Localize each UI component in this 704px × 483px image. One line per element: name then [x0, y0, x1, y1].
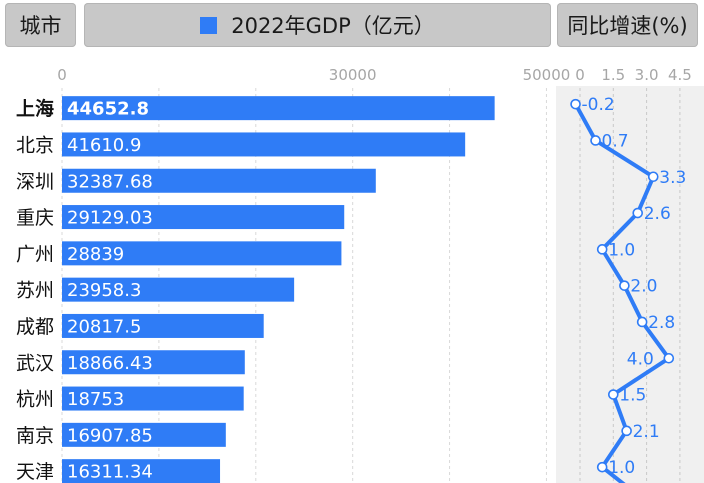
growth-value-label: 2.8 — [648, 313, 675, 333]
gdp-value-label: 16311.34 — [67, 462, 153, 483]
gdp-value-label: 32387.68 — [67, 171, 153, 192]
growth-header-label: 同比增速(%) — [567, 14, 688, 38]
gdp-value-label: 41610.9 — [67, 135, 141, 156]
growth-value-label: 0.7 — [602, 131, 629, 151]
gdp-axis-tick-label: 30000 — [329, 66, 377, 84]
gdp-value-label: 20817.5 — [67, 316, 141, 337]
city-column-header[interactable]: 城市 — [5, 3, 76, 47]
growth-value-label: 1.0 — [608, 458, 635, 478]
gdp-axis-tick-label: 50000 — [523, 66, 571, 84]
city-label: 成都 — [16, 316, 54, 338]
growth-series-line — [573, 102, 671, 483]
gdp-bar — [62, 96, 495, 121]
gdp-bar — [62, 205, 345, 230]
city-label: 上海 — [16, 97, 54, 120]
city-label: 北京 — [16, 134, 54, 156]
growth-point — [647, 171, 659, 183]
growth-panel-background — [556, 86, 704, 483]
gdp-value-label: 29129.03 — [67, 208, 153, 229]
growth-value-label: 2.6 — [644, 204, 671, 224]
growth-point — [570, 98, 581, 110]
gdp-bar — [62, 350, 245, 375]
growth-point — [607, 389, 619, 400]
gdp-bar — [62, 386, 244, 411]
gdp-bar — [62, 168, 376, 193]
growth-point — [636, 316, 648, 328]
growth-value-label: 3.3 — [659, 168, 686, 188]
gdp-value-label: 44652.8 — [67, 99, 149, 120]
gdp-axis-tick-label: 0 — [57, 66, 67, 84]
gdp-header-label: 2022年GDP（亿元） — [231, 14, 435, 38]
growth-point — [590, 135, 601, 146]
growth-axis-tick-label: 4.5 — [668, 66, 692, 84]
growth-value-label: 1.5 — [619, 386, 646, 406]
growth-point — [596, 461, 608, 473]
gdp-value-label: 18866.43 — [67, 353, 153, 374]
growth-value-label: 2.1 — [633, 422, 660, 442]
city-label: 苏州 — [16, 280, 54, 302]
gdp-value-label: 18753 — [67, 389, 124, 410]
gdp-bar — [62, 459, 221, 483]
growth-value-label: -0.2 — [582, 95, 615, 115]
gdp-bar — [62, 241, 342, 266]
city-label: 重庆 — [16, 207, 54, 229]
growth-point — [596, 244, 608, 255]
growth-axis-tick-label: 1.5 — [601, 66, 625, 84]
growth-point — [621, 425, 632, 437]
growth-axis-tick-label: 0 — [575, 66, 585, 84]
gdp-column-header[interactable]: 2022年GDP（亿元） — [84, 3, 551, 47]
gdp-value-label: 16907.85 — [67, 425, 153, 446]
city-label: 武汉 — [16, 352, 54, 374]
gdp-value-label: 28839 — [67, 244, 124, 265]
growth-point — [632, 207, 644, 219]
growth-value-label: 1.0 — [608, 240, 635, 260]
city-label: 南京 — [16, 425, 54, 447]
city-label: 广州 — [16, 243, 54, 265]
growth-value-label: 2.0 — [630, 277, 657, 297]
gdp-bar — [62, 313, 264, 338]
gdp-value-label: 23958.3 — [67, 280, 141, 301]
growth-value-label: 4.0 — [627, 349, 654, 369]
city-label: 杭州 — [16, 389, 54, 411]
gdp-bar — [62, 277, 295, 302]
growth-column-header[interactable]: 同比增速(%) — [557, 3, 698, 47]
city-label: 深圳 — [16, 171, 54, 193]
growth-axis-tick-label: 3.0 — [635, 66, 659, 84]
growth-point — [663, 352, 675, 364]
gdp-legend-swatch — [200, 16, 218, 34]
gdp-bar — [62, 422, 226, 447]
city-label: 天津 — [16, 461, 54, 483]
growth-point — [619, 280, 630, 291]
city-header-label: 城市 — [19, 14, 62, 38]
gdp-bar — [62, 132, 466, 157]
